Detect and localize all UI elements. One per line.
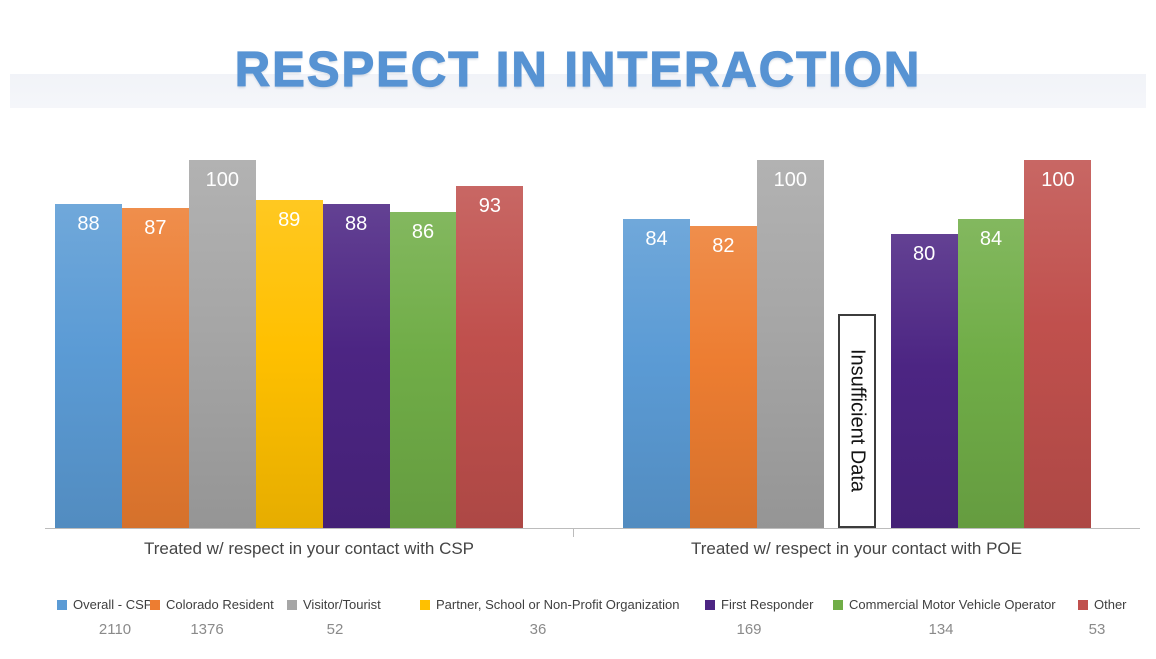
x-axis-line: [45, 528, 1140, 529]
bar: 80: [890, 234, 958, 528]
legend-item: Other: [1078, 597, 1127, 612]
legend-count: 1376: [190, 621, 224, 638]
bar-value-label: 87: [144, 217, 167, 239]
legend-swatch-icon: [150, 599, 160, 610]
legend-count: 134: [928, 621, 954, 638]
page-title: RESPECT IN INTERACTION: [234, 43, 922, 97]
category-label-poe: Treated w/ respect in your contact with …: [690, 539, 1022, 558]
bar: 84: [623, 219, 690, 528]
legend-swatch-icon: [1078, 599, 1088, 610]
legend-swatch-icon: [57, 599, 67, 610]
bar-value-label: 100: [205, 169, 239, 191]
legend-count: 169: [736, 621, 762, 638]
legend-count: 52: [326, 621, 344, 638]
legend-label: Commercial Motor Vehicle Operator: [849, 597, 1056, 612]
legend-swatch-icon: [833, 599, 843, 610]
bar-value-label: 86: [411, 221, 435, 243]
title-background-band: [10, 74, 1146, 108]
legend-label: Partner, School or Non-Profit Organizati…: [436, 597, 680, 612]
bar-value-label: 100: [1041, 169, 1075, 191]
legend-item: Colorado Resident: [150, 597, 274, 612]
legend-label: Colorado Resident: [166, 597, 274, 612]
bar: 93: [456, 186, 524, 528]
bar: 100: [1024, 160, 1092, 528]
bar: 87: [121, 208, 189, 528]
bar-value-label: 80: [912, 243, 936, 265]
bar: 88: [55, 204, 122, 528]
bar-value-label: 88: [344, 213, 368, 235]
bar: 89: [255, 200, 323, 528]
legend-swatch-icon: [287, 599, 297, 610]
legend-count: 36: [529, 621, 547, 638]
bar: 82: [689, 226, 757, 528]
bar-value-label: 100: [773, 169, 807, 191]
bar: 88: [322, 204, 390, 528]
legend-label: Visitor/Tourist: [303, 597, 381, 612]
bar: 86: [389, 212, 457, 528]
legend-label: First Responder: [721, 597, 814, 612]
bar-value-label: 82: [712, 235, 735, 257]
bar-value-label: 88: [77, 213, 100, 235]
bar-value-label: 84: [645, 228, 668, 250]
legend-count: 53: [1088, 621, 1106, 638]
insufficient-data-annotation: Insufficient Data: [838, 314, 876, 528]
bar-value-label: 84: [979, 228, 1003, 250]
legend-item: Partner, School or Non-Profit Organizati…: [420, 597, 680, 612]
legend-swatch-icon: [705, 599, 715, 610]
bar: 100: [756, 160, 824, 528]
legend-item: First Responder: [705, 597, 813, 612]
legend-label: Overall - CSP: [73, 597, 153, 612]
bar: 84: [957, 219, 1025, 528]
bar-value-label: 93: [478, 195, 502, 217]
bar: 100: [188, 160, 256, 528]
legend-item: Visitor/Tourist: [287, 597, 381, 612]
bar-value-label: 89: [278, 209, 301, 231]
legend-item: Overall - CSP: [57, 597, 152, 612]
legend-item: Commercial Motor Vehicle Operator: [833, 597, 1056, 612]
legend-label: Other: [1094, 597, 1127, 612]
legend-swatch-icon: [420, 599, 430, 610]
x-axis-category-tick: [573, 528, 574, 537]
legend-count: 2110: [98, 621, 132, 638]
category-label-csp: Treated w/ respect in your contact with …: [143, 539, 475, 558]
